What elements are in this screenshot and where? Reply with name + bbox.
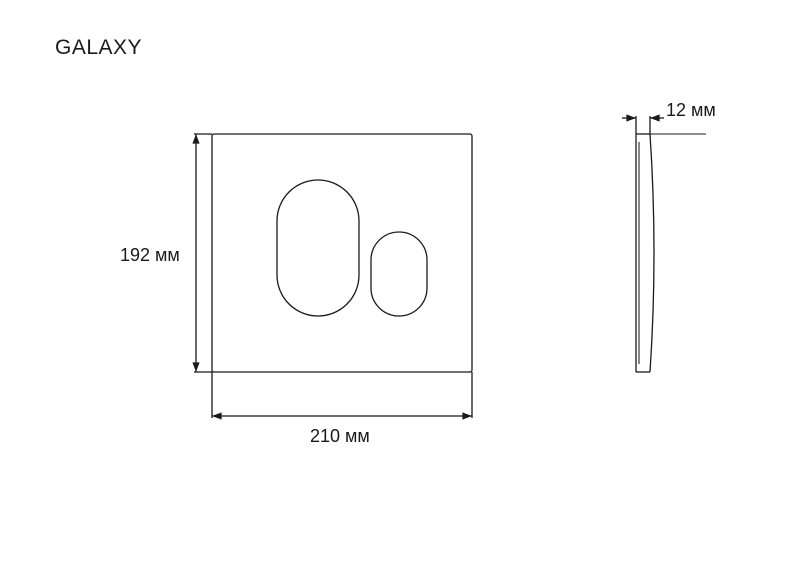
front-plate: [212, 134, 472, 372]
front-view: [212, 134, 472, 372]
dim-width-label: 210 мм: [310, 426, 370, 447]
diagram-canvas: GALAXY 192 мм 210 мм 12 мм: [0, 0, 800, 566]
dimension-lines: [192, 114, 664, 419]
dim-depth-label: 12 мм: [666, 100, 716, 121]
diagram-svg: [0, 0, 800, 566]
flush-button-small: [371, 232, 427, 316]
flush-button-large: [277, 180, 359, 316]
dim-height-label: 192 мм: [120, 245, 180, 266]
side-view: [636, 134, 706, 372]
